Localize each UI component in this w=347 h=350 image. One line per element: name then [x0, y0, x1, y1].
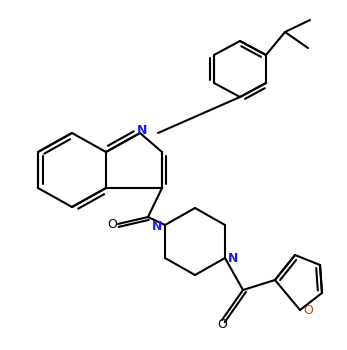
Text: N: N	[137, 125, 147, 138]
Text: O: O	[217, 318, 227, 331]
Text: O: O	[303, 303, 313, 316]
Text: N: N	[152, 219, 162, 232]
Text: N: N	[228, 252, 238, 266]
Text: O: O	[107, 217, 117, 231]
